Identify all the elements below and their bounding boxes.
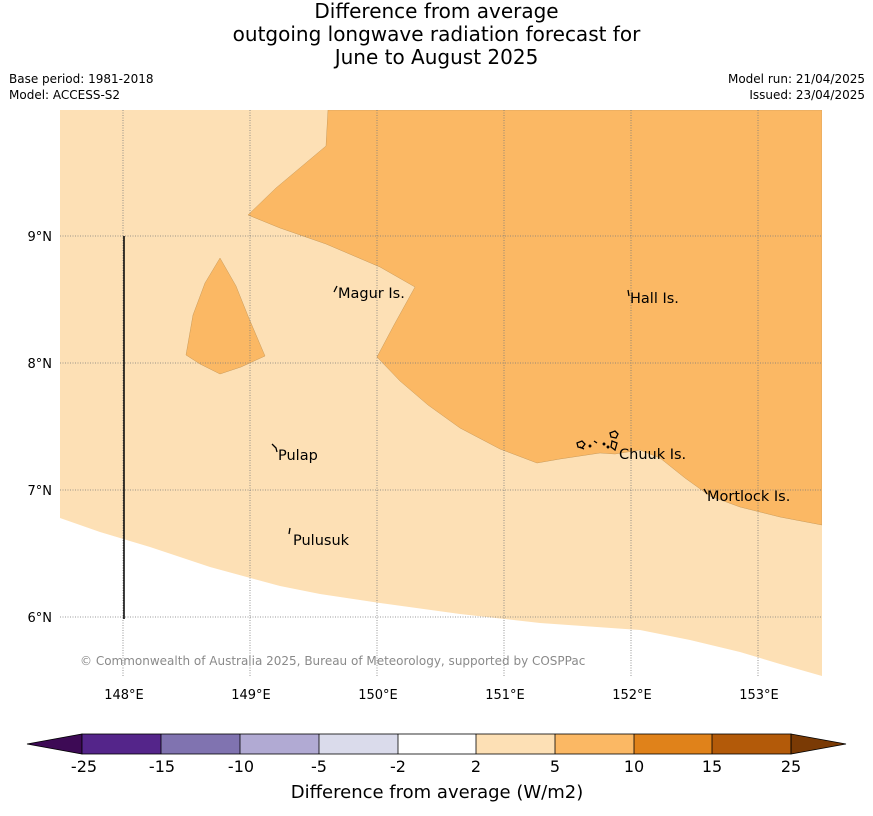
colorbar-title: Difference from average (W/m2) bbox=[291, 782, 583, 803]
cb-label-8: 15 bbox=[702, 757, 722, 776]
title-line-2: outgoing longwave radiation forecast for bbox=[232, 22, 641, 46]
title-line-3: June to August 2025 bbox=[334, 45, 539, 69]
cb-label-0: -25 bbox=[71, 757, 97, 776]
map-panel bbox=[60, 110, 822, 676]
title-line-1: Difference from average bbox=[314, 0, 559, 23]
lat-tick-labels: 9°N 8°N 7°N 6°N bbox=[28, 230, 53, 626]
colorbar-segment-3 bbox=[240, 734, 319, 754]
model-run-text: Model run: 21/04/2025 bbox=[727, 72, 865, 86]
colorbar-frame bbox=[81, 733, 792, 755]
base-info: Base period: 1981-2018 Model: ACCESS-S2 bbox=[9, 71, 154, 103]
cb-label-4: -2 bbox=[390, 757, 406, 776]
colorbar: -25 -15 -10 -5 -2 2 5 10 15 25 Differenc… bbox=[26, 733, 847, 803]
lon-label-149: 149°E bbox=[231, 688, 271, 703]
cb-label-7: 10 bbox=[624, 757, 644, 776]
graticule bbox=[60, 110, 822, 676]
colorbar-segment-4 bbox=[319, 734, 398, 754]
model-text: Model: ACCESS-S2 bbox=[9, 88, 121, 102]
colorbar-segment-7 bbox=[555, 734, 634, 754]
island-mortlock bbox=[703, 488, 708, 495]
issued-text: Issued: 23/04/2025 bbox=[749, 88, 865, 102]
label-hall: Hall Is. bbox=[630, 291, 679, 307]
cb-label-9: 25 bbox=[781, 757, 801, 776]
cb-label-3: -5 bbox=[311, 757, 327, 776]
island-hall bbox=[627, 289, 630, 297]
islands bbox=[271, 285, 708, 535]
colorbar-segment-6 bbox=[476, 734, 555, 754]
copyright-credit: © Commonwealth of Australia 2025, Bureau… bbox=[80, 654, 585, 668]
cb-label-5: 2 bbox=[471, 757, 481, 776]
lat-label-6: 6°N bbox=[28, 611, 53, 626]
lat-label-7: 7°N bbox=[28, 484, 53, 499]
lat-label-9: 9°N bbox=[28, 230, 53, 245]
cb-label-1: -15 bbox=[149, 757, 175, 776]
cb-label-6: 5 bbox=[550, 757, 560, 776]
lon-label-151: 151°E bbox=[485, 688, 525, 703]
island-magur bbox=[333, 285, 338, 293]
lon-tick-labels: 148°E 149°E 150°E 151°E 152°E 153°E bbox=[104, 688, 779, 703]
label-mortlock: Mortlock Is. bbox=[707, 489, 790, 505]
colorbar-labels: -25 -15 -10 -5 -2 2 5 10 15 25 bbox=[71, 757, 801, 776]
lon-label-148: 148°E bbox=[104, 688, 144, 703]
label-pulap: Pulap bbox=[278, 448, 318, 464]
lon-label-153: 153°E bbox=[739, 688, 779, 703]
lat-label-8: 8°N bbox=[28, 357, 53, 372]
run-info: Model run: 21/04/2025 Issued: 23/04/2025 bbox=[728, 71, 865, 103]
island-pulusuk bbox=[288, 527, 291, 535]
lon-label-152: 152°E bbox=[612, 688, 652, 703]
colorbar-dividers bbox=[160, 734, 713, 754]
colorbar-low-extension bbox=[26, 733, 83, 755]
colorbar-segment-9 bbox=[712, 734, 791, 754]
colorbar-segment-8 bbox=[634, 734, 712, 754]
map-title: Difference from average outgoing longwav… bbox=[0, 0, 873, 69]
base-period-text: Base period: 1981-2018 bbox=[9, 72, 154, 86]
colorbar-segment-2 bbox=[161, 734, 240, 754]
label-chuuk: Chuuk Is. bbox=[619, 447, 686, 463]
colorbar-high-extension bbox=[790, 733, 847, 755]
label-pulusuk: Pulusuk bbox=[293, 533, 350, 549]
colorbar-segment-5 bbox=[398, 734, 476, 754]
island-chuuk-group bbox=[576, 430, 619, 452]
island-pulap bbox=[271, 443, 278, 453]
place-labels: Magur Is. Hall Is. Pulap Chuuk Is. Mortl… bbox=[278, 286, 790, 549]
band-5-10-area-west bbox=[185, 257, 266, 375]
colorbar-segment-1 bbox=[82, 734, 161, 754]
lon-label-150: 150°E bbox=[358, 688, 398, 703]
cb-label-2: -10 bbox=[228, 757, 254, 776]
label-magur: Magur Is. bbox=[338, 286, 405, 302]
